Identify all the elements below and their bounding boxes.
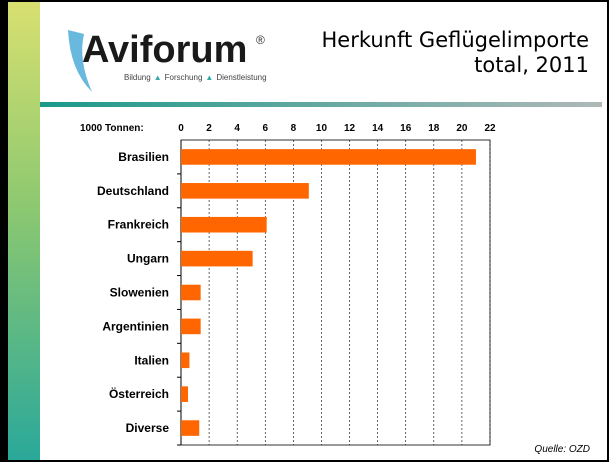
y-tick-label: Frankreich bbox=[108, 218, 169, 232]
side-stripe bbox=[8, 2, 40, 460]
logo-swoosh bbox=[68, 30, 92, 92]
y-tick-label: Argentinien bbox=[102, 319, 169, 333]
x-tick-label: 0 bbox=[178, 123, 184, 134]
x-tick-label: 14 bbox=[372, 123, 384, 134]
x-tick-label: 2 bbox=[206, 123, 212, 134]
logo-tagline: Bildung ▲ Forschung ▲ Dienstleistung bbox=[124, 73, 267, 82]
x-tick-label: 22 bbox=[484, 123, 496, 134]
x-tick-label: 18 bbox=[428, 123, 440, 134]
logo-mark: ® bbox=[256, 33, 265, 47]
tagline-part: Forschung bbox=[165, 73, 203, 82]
x-tick-label: 10 bbox=[316, 123, 328, 134]
x-tick-label: 6 bbox=[262, 123, 268, 134]
x-tick-label: 8 bbox=[291, 123, 297, 134]
y-tick-label: Italien bbox=[134, 353, 169, 367]
header-line bbox=[40, 102, 602, 107]
bar bbox=[181, 216, 267, 233]
slide-title: Herkunft Geflügelimporte total, 2011 bbox=[321, 28, 589, 77]
bar bbox=[181, 284, 201, 301]
x-tick-label: 4 bbox=[234, 123, 240, 134]
bar bbox=[181, 318, 201, 335]
y-tick-label: Diverse bbox=[126, 421, 170, 435]
source: Quelle: OZD bbox=[534, 444, 590, 455]
bar bbox=[181, 420, 200, 436]
y-tick-label: Ungarn bbox=[127, 252, 169, 266]
tagline-part: Bildung bbox=[124, 73, 151, 82]
x-tick-label: 16 bbox=[400, 123, 412, 134]
x-tick-label: 20 bbox=[456, 123, 468, 134]
logo-name: Aviforum bbox=[82, 29, 247, 71]
y-tick-label: Österreich bbox=[109, 386, 169, 401]
bar bbox=[181, 386, 189, 402]
bar bbox=[181, 250, 253, 267]
y-tick-label: Brasilien bbox=[118, 150, 169, 164]
bar bbox=[181, 352, 190, 369]
bar bbox=[181, 149, 476, 165]
y-tick-label: Slowenien bbox=[110, 286, 169, 300]
unit-label: 1000 Tonnen: bbox=[80, 123, 144, 134]
x-tick-label: 12 bbox=[344, 123, 356, 134]
y-tick-label: Deutschland bbox=[97, 184, 169, 198]
tagline-part: Dienstleistung bbox=[216, 73, 266, 82]
bar bbox=[181, 183, 309, 199]
